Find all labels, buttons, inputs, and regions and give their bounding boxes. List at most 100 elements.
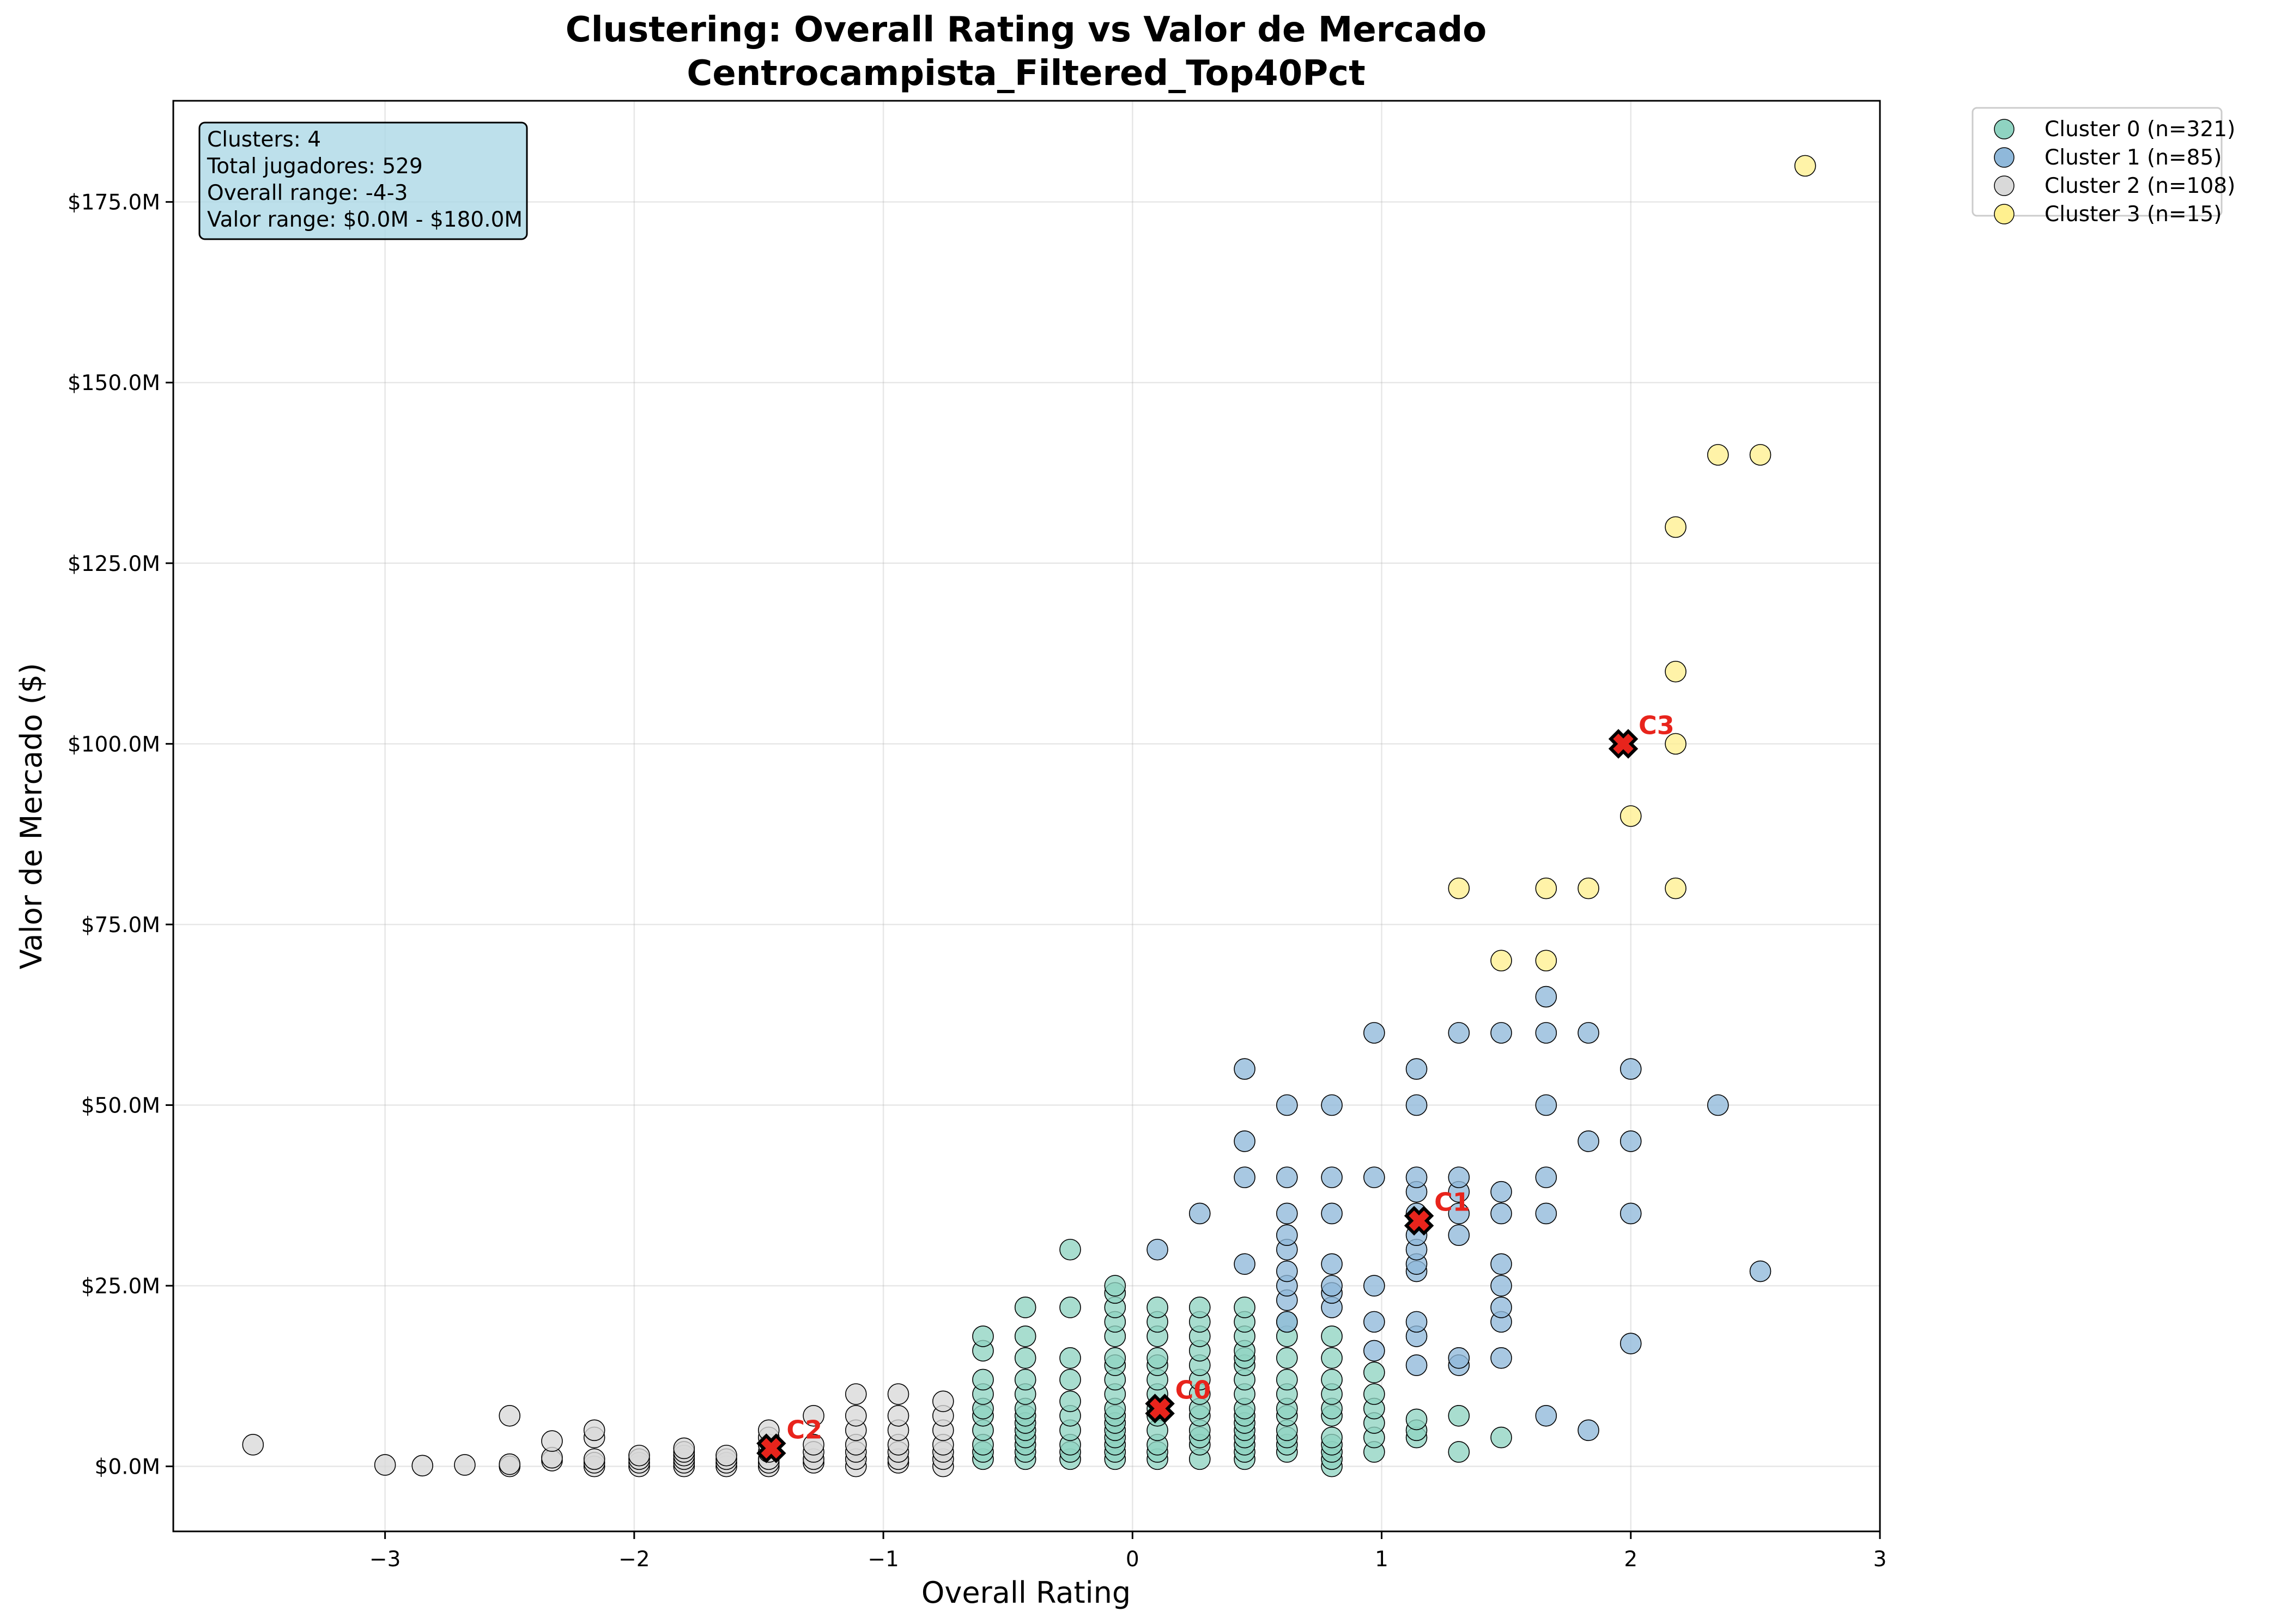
plot-background	[173, 101, 1880, 1531]
cluster-0-point	[1059, 1238, 1081, 1261]
cluster-0-point	[1059, 1297, 1081, 1318]
cluster-0-point	[1363, 1361, 1385, 1384]
cluster-3-point	[1665, 660, 1686, 683]
cluster-1-point	[1448, 1224, 1470, 1246]
y-tick-label: $25.0M	[81, 1274, 160, 1299]
chart-subtitle: Centrocampista_Filtered_Top40Pct	[687, 53, 1365, 94]
y-tick-label: $175.0M	[68, 191, 160, 215]
cluster-3-point	[1707, 444, 1729, 466]
cluster-1-point	[1276, 1311, 1298, 1333]
chart-title: Clustering: Overall Rating vs Valor de M…	[566, 10, 1487, 50]
cluster-2-point	[845, 1404, 867, 1427]
y-tick-label: $75.0M	[81, 913, 160, 938]
cluster-3-point	[1619, 805, 1642, 827]
cluster-0-point	[1321, 1325, 1343, 1347]
x-tick-label: 1	[1375, 1547, 1388, 1572]
cluster-2-point	[673, 1437, 695, 1459]
cluster-1-point	[1405, 1311, 1428, 1333]
centroid-marker-C2	[756, 1433, 786, 1463]
cluster-1-point	[1448, 1022, 1470, 1044]
y-axis-ticks: $0.0M $25.0M $50.0M $75.0M $100.0M $125.0M $15…	[68, 191, 173, 1480]
cluster-0-point	[1014, 1297, 1036, 1318]
cluster-0-point	[1276, 1368, 1298, 1391]
cluster-1-point	[1321, 1202, 1343, 1225]
cluster-1-point	[1405, 1058, 1428, 1080]
legend-label-cluster-0: Cluster 0 (n=321)	[2044, 117, 2235, 142]
cluster-1-point	[1321, 1166, 1343, 1188]
cluster-0-point	[1276, 1347, 1298, 1369]
cluster-1-point	[1535, 986, 1557, 1008]
cluster-1-point	[1535, 1404, 1557, 1427]
legend-marker-cluster-2	[1994, 175, 2015, 196]
y-tick-label: $0.0M	[95, 1455, 161, 1480]
cluster-1-point	[1405, 1166, 1428, 1188]
plot-frame	[172, 100, 1881, 1532]
cluster-2-point	[803, 1404, 824, 1427]
cluster-1-point	[1490, 1181, 1512, 1203]
cluster-1-point	[1619, 1333, 1642, 1354]
centroid-markers: C0 C1 C2 C3	[756, 710, 1675, 1463]
centroid-marker-C1	[1404, 1206, 1434, 1236]
cluster-3-point	[1448, 877, 1470, 899]
cluster-0-point	[1448, 1404, 1470, 1427]
x-axis-ticks: −3 −2 −1 0 1 2 3	[369, 1531, 1886, 1572]
cluster-1-point	[1578, 1130, 1599, 1152]
y-tick-label: $125.0M	[68, 552, 160, 576]
cluster-1-point	[1276, 1166, 1298, 1188]
cluster-0-point	[1146, 1347, 1168, 1369]
cluster-0-point	[1405, 1408, 1428, 1431]
centroid-label-C1: C1	[1434, 1188, 1470, 1217]
cluster-0-point	[1059, 1390, 1081, 1413]
cluster-1-point	[1363, 1311, 1385, 1333]
cluster-1-point	[1276, 1094, 1298, 1116]
cluster-0-point	[1014, 1368, 1036, 1391]
cluster-2-point	[803, 1434, 824, 1456]
info-overall-range: Overall range: -4-3	[207, 181, 408, 205]
cluster-1-point	[1363, 1275, 1385, 1297]
legend-label-cluster-3: Cluster 3 (n=15)	[2044, 202, 2222, 227]
cluster-3-point	[1490, 950, 1512, 972]
cluster-0-point	[1146, 1297, 1168, 1318]
cluster-1-point	[1490, 1275, 1512, 1297]
centroid-label-C0: C0	[1175, 1376, 1211, 1405]
cluster-0-point	[1234, 1297, 1255, 1318]
cluster-0-point	[1104, 1275, 1126, 1297]
y-tick-label: $150.0M	[68, 371, 160, 396]
cluster-3-point	[1535, 877, 1557, 899]
y-axis-label: Valor de Mercado ($)	[14, 663, 48, 970]
legend-marker-cluster-1	[1994, 147, 2015, 168]
x-tick-label: −2	[618, 1547, 650, 1572]
info-box: Clusters: 4 Total jugadores: 529 Overall…	[198, 121, 528, 240]
cluster-1-point	[1321, 1275, 1343, 1297]
cluster-0-point	[1363, 1383, 1385, 1405]
cluster-0-point	[1321, 1368, 1343, 1391]
info-clusters: Clusters: 4	[207, 127, 321, 152]
cluster-3-point	[1665, 877, 1686, 899]
cluster-1-point	[1578, 1419, 1599, 1441]
cluster-0-point	[972, 1368, 994, 1391]
legend: Cluster 0 (n=321) Cluster 1 (n=85) Clust…	[1971, 107, 2235, 227]
cluster-1-point	[1490, 1202, 1512, 1225]
cluster-2-point	[242, 1434, 264, 1456]
cluster-2-point	[887, 1383, 909, 1405]
cluster-2-point	[583, 1448, 605, 1470]
cluster-1-point	[1619, 1058, 1642, 1080]
cluster-1-point	[1234, 1058, 1255, 1080]
y-tick-label: $100.0M	[68, 732, 160, 757]
cluster-1-point	[1234, 1253, 1255, 1275]
centroid-marker-C0	[1145, 1394, 1175, 1424]
cluster-0-point	[1490, 1426, 1512, 1449]
cluster-1-point	[1578, 1022, 1599, 1044]
cluster-3-point	[1794, 155, 1816, 177]
cluster-1-point	[1321, 1094, 1343, 1116]
cluster-1-point	[1490, 1253, 1512, 1275]
cluster-3-point	[1665, 733, 1686, 755]
cluster-1-point	[1448, 1202, 1470, 1225]
cluster-1-point	[1405, 1354, 1428, 1376]
info-total-jugadores: Total jugadores: 529	[207, 154, 423, 179]
cluster-1-point	[1188, 1202, 1211, 1225]
centroid-marker-C3	[1608, 729, 1639, 759]
cluster-1-point	[1363, 1340, 1385, 1362]
cluster-1-point	[1363, 1022, 1385, 1044]
x-tick-label: −3	[369, 1547, 401, 1572]
